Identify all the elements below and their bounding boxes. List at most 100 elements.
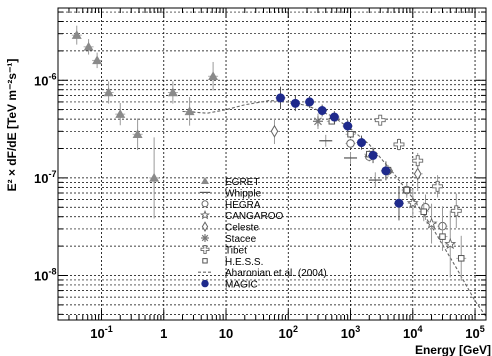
legend-entry: H.E.S.S. [202,257,263,268]
triangle-marker [208,71,219,80]
data-point [208,71,219,80]
legend-label: Stacee [225,234,257,245]
triangle-marker [71,30,82,39]
open-plus-marker [450,205,462,217]
series-whipple [319,134,382,188]
data-point [290,98,300,108]
filled-circle-marker [356,138,366,148]
filled-circle-marker [329,112,339,122]
data-point [393,139,405,150]
series-tibet [374,114,462,228]
data-point [356,138,366,148]
triangle-marker [83,41,94,51]
series-egret [71,25,219,219]
data-point [305,97,315,107]
data-point [406,196,419,209]
data-point [432,180,444,192]
star-marker [425,217,438,229]
open-square-marker [420,208,427,215]
legend-label: H.E.S.S. [225,257,263,268]
data-point [425,217,438,229]
legend-label: EGRET [225,177,259,188]
data-point [92,55,103,65]
grid [58,8,486,320]
data-point [317,106,327,116]
star-marker [199,209,211,220]
x-tick-label: 105 [465,324,484,341]
open-square-marker [202,258,208,264]
legend-entry: Tibet [200,244,247,256]
triangle-marker [115,109,126,118]
triangle-marker [103,87,114,97]
data-point [413,167,422,181]
legend-label: Celeste [225,223,259,234]
filled-circle-marker [305,97,315,107]
data-point [346,139,355,148]
data-point [270,124,279,138]
filled-circle-marker [368,150,378,160]
x-tick-label: 1 [160,326,167,341]
data-point [312,116,323,127]
triangle-marker [184,106,195,116]
open-diamond-marker [201,221,209,232]
legend-entry: MAGIC [201,279,258,291]
data-point [132,129,143,138]
open-square-marker [457,255,465,262]
open-square-marker [347,130,354,138]
axis-ticks [57,8,486,320]
open-plus-marker [412,155,424,167]
y-tick-labels: 10-6 10-7 10-8 [34,71,56,283]
legend-marker [202,258,208,264]
legend-label: CANGAROO [225,211,284,222]
legend-label: Whipple [225,188,262,199]
aharonian-2004-curve [182,99,487,317]
data-point [329,112,339,122]
model-curve-layer [182,99,487,317]
x-tick-label: 104 [403,324,422,341]
data-point [450,205,462,217]
legend-marker [201,279,209,288]
legend-label: MAGIC [225,280,258,291]
y-tick-label: 10-8 [34,266,56,283]
data-point [83,41,94,51]
filled-circle-marker [317,106,327,116]
open-plus-marker [432,180,444,192]
filled-circle-marker [381,166,391,176]
data-point [149,172,160,182]
x-tick-label: 103 [341,324,360,341]
open-diamond-marker [270,124,279,138]
data-point [115,109,126,118]
x-tick-label: 10-1 [90,324,112,341]
open-diamond-marker [413,167,422,181]
legend-entry: Celeste [201,221,259,234]
data-point [394,198,404,208]
x-axis-title: Energy [GeV] [415,343,491,356]
y-tick-label: 10-7 [34,169,56,186]
data-point [347,130,354,138]
data-point [439,233,446,240]
data-point [457,255,465,262]
legend-marker [199,209,211,220]
x-tick-label: 10 [219,326,233,341]
data-point [420,208,427,215]
legend-marker [201,234,209,242]
series-cangaroo [406,188,457,278]
star-marker [406,196,419,209]
data-point [71,30,82,39]
legend-label: Tibet [225,245,247,256]
open-square-marker [439,233,446,240]
y-tick-label: 10-6 [34,71,56,88]
filled-circle-marker [343,121,353,131]
series-magic [275,86,404,221]
data-points-layer [71,25,467,281]
legend: EGRETWhippleHEGRACANGAROOCelesteStaceeTi… [198,177,327,291]
data-point [374,114,386,126]
data-point [368,150,378,160]
open-plus-marker [200,244,210,254]
triangle-marker [167,87,178,97]
asterisk-stroke [314,117,322,126]
legend-label: Aharonian et al. (2004) [225,268,327,279]
legend-entry: CANGAROO [199,209,284,222]
legend-marker [201,177,209,184]
